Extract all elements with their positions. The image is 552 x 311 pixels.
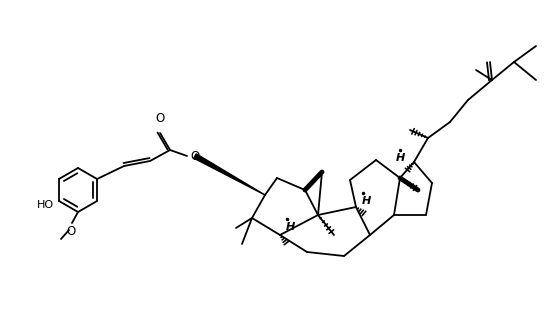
Text: H: H xyxy=(395,153,405,163)
Text: O: O xyxy=(190,150,200,163)
Text: HO: HO xyxy=(37,200,54,210)
Text: O: O xyxy=(66,225,76,238)
Polygon shape xyxy=(194,154,265,195)
Text: H: H xyxy=(362,196,371,206)
Text: O: O xyxy=(156,112,164,125)
Text: H: H xyxy=(286,222,295,232)
